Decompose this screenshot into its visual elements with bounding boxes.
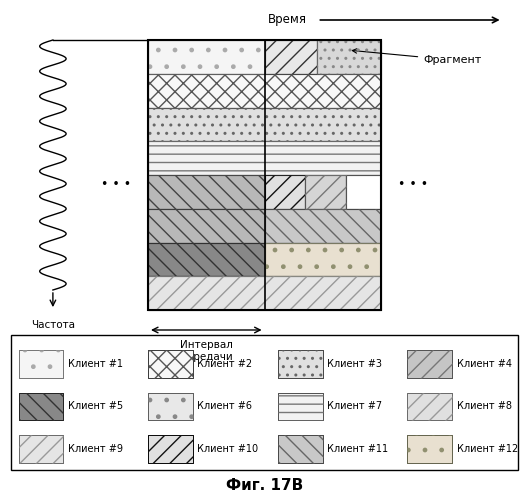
Text: Клиент #3: Клиент #3: [327, 358, 382, 368]
Bar: [148, 209, 264, 242]
Bar: [264, 209, 381, 242]
Text: Частота: Частота: [31, 320, 75, 330]
Bar: [264, 175, 305, 209]
Bar: [305, 175, 346, 209]
Bar: [346, 175, 381, 209]
Text: Клиент #11: Клиент #11: [327, 444, 388, 454]
Text: Клиент #4: Клиент #4: [457, 358, 512, 368]
Bar: [148, 141, 381, 175]
Bar: [19, 392, 63, 420]
Bar: [19, 435, 63, 462]
Bar: [148, 40, 264, 74]
Bar: [407, 392, 452, 420]
Bar: [278, 392, 323, 420]
Text: Клиент #7: Клиент #7: [327, 401, 382, 411]
Bar: [148, 242, 264, 276]
Bar: [148, 209, 264, 242]
Bar: [278, 350, 323, 378]
Text: Клиент #1: Клиент #1: [68, 358, 123, 368]
Bar: [407, 435, 452, 462]
Bar: [264, 40, 317, 74]
Text: Клиент #6: Клиент #6: [197, 401, 252, 411]
Bar: [407, 435, 452, 462]
Bar: [407, 350, 452, 378]
Bar: [407, 392, 452, 420]
Bar: [317, 40, 381, 74]
Bar: [148, 108, 381, 141]
Text: Клиент #9: Клиент #9: [68, 444, 123, 454]
Bar: [407, 350, 452, 378]
Bar: [148, 40, 381, 310]
Bar: [264, 209, 381, 242]
Bar: [148, 141, 381, 175]
Bar: [148, 276, 381, 310]
Bar: [148, 175, 264, 209]
Bar: [305, 175, 346, 209]
Text: Время: Время: [268, 14, 307, 26]
Text: Клиент #2: Клиент #2: [197, 358, 252, 368]
Bar: [19, 435, 63, 462]
Bar: [148, 350, 193, 378]
Bar: [148, 392, 193, 420]
Text: Интервал
передачи: Интервал передачи: [180, 340, 233, 361]
Bar: [148, 435, 193, 462]
Bar: [148, 350, 193, 378]
Bar: [148, 435, 193, 462]
Bar: [148, 108, 381, 141]
Bar: [264, 40, 317, 74]
Bar: [278, 350, 323, 378]
Text: Клиент #5: Клиент #5: [68, 401, 123, 411]
Bar: [148, 175, 264, 209]
Bar: [264, 175, 305, 209]
Text: Клиент #10: Клиент #10: [197, 444, 259, 454]
Bar: [148, 392, 193, 420]
Bar: [19, 350, 63, 378]
Bar: [11, 335, 518, 470]
Text: • • •: • • •: [398, 178, 427, 192]
Bar: [148, 40, 264, 74]
Text: Фрагмент: Фрагмент: [352, 48, 481, 65]
Text: • • •: • • •: [102, 178, 131, 192]
Text: Клиент #12: Клиент #12: [457, 444, 518, 454]
Bar: [148, 74, 381, 108]
Bar: [19, 350, 63, 378]
Bar: [278, 435, 323, 462]
Bar: [148, 242, 264, 276]
Text: Клиент #8: Клиент #8: [457, 401, 512, 411]
Text: Фиг. 17В: Фиг. 17В: [226, 478, 303, 492]
Bar: [278, 435, 323, 462]
Bar: [264, 242, 381, 276]
Bar: [19, 392, 63, 420]
Bar: [148, 74, 381, 108]
Bar: [148, 276, 381, 310]
Bar: [278, 392, 323, 420]
Bar: [264, 242, 381, 276]
Bar: [317, 40, 381, 74]
